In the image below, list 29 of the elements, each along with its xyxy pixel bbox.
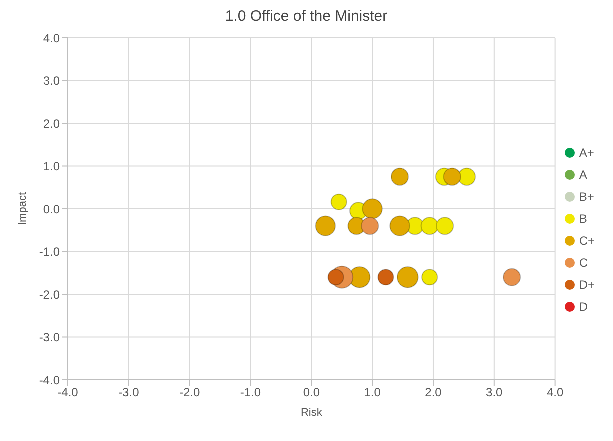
x-tick-label: 3.0 [486, 386, 504, 400]
x-tick-label: -2.0 [179, 386, 200, 400]
y-tick-label: 4.0 [43, 31, 60, 46]
y-axis-title: Impact [16, 192, 29, 226]
y-tick-label: -1.0 [39, 245, 60, 260]
y-tick-label: 0.0 [43, 202, 60, 216]
y-tick-label: -2.0 [39, 288, 60, 302]
x-tick-label: -1.0 [240, 386, 262, 400]
y-tick-label: 2.0 [43, 116, 60, 131]
legend-label: A [579, 168, 588, 182]
y-tick-label: -4.0 [39, 373, 60, 388]
y-tick-label: 1.0 [43, 160, 60, 174]
x-tick-label: -4.0 [58, 386, 79, 400]
x-tick-label: 1.0 [364, 386, 382, 400]
y-tick-label: -3.0 [39, 330, 60, 345]
legend-label: A+ [579, 146, 594, 160]
x-axis-title: Risk [300, 407, 323, 419]
x-tick-label: 4.0 [546, 386, 564, 400]
x-tick-label: -3.0 [118, 386, 140, 400]
x-tick-label: 2.0 [425, 386, 442, 400]
legend-label: D [579, 300, 588, 314]
legend-label: B [579, 212, 588, 226]
legend-label: C [579, 256, 588, 270]
y-tick-label: 3.0 [43, 74, 60, 88]
legend-label: D+ [579, 278, 595, 292]
legend-label: C+ [579, 234, 595, 248]
legend-label: B+ [579, 190, 594, 204]
chart-title: 1.0 Office of the Minister [224, 8, 389, 27]
x-tick-label: 0.0 [303, 386, 320, 400]
